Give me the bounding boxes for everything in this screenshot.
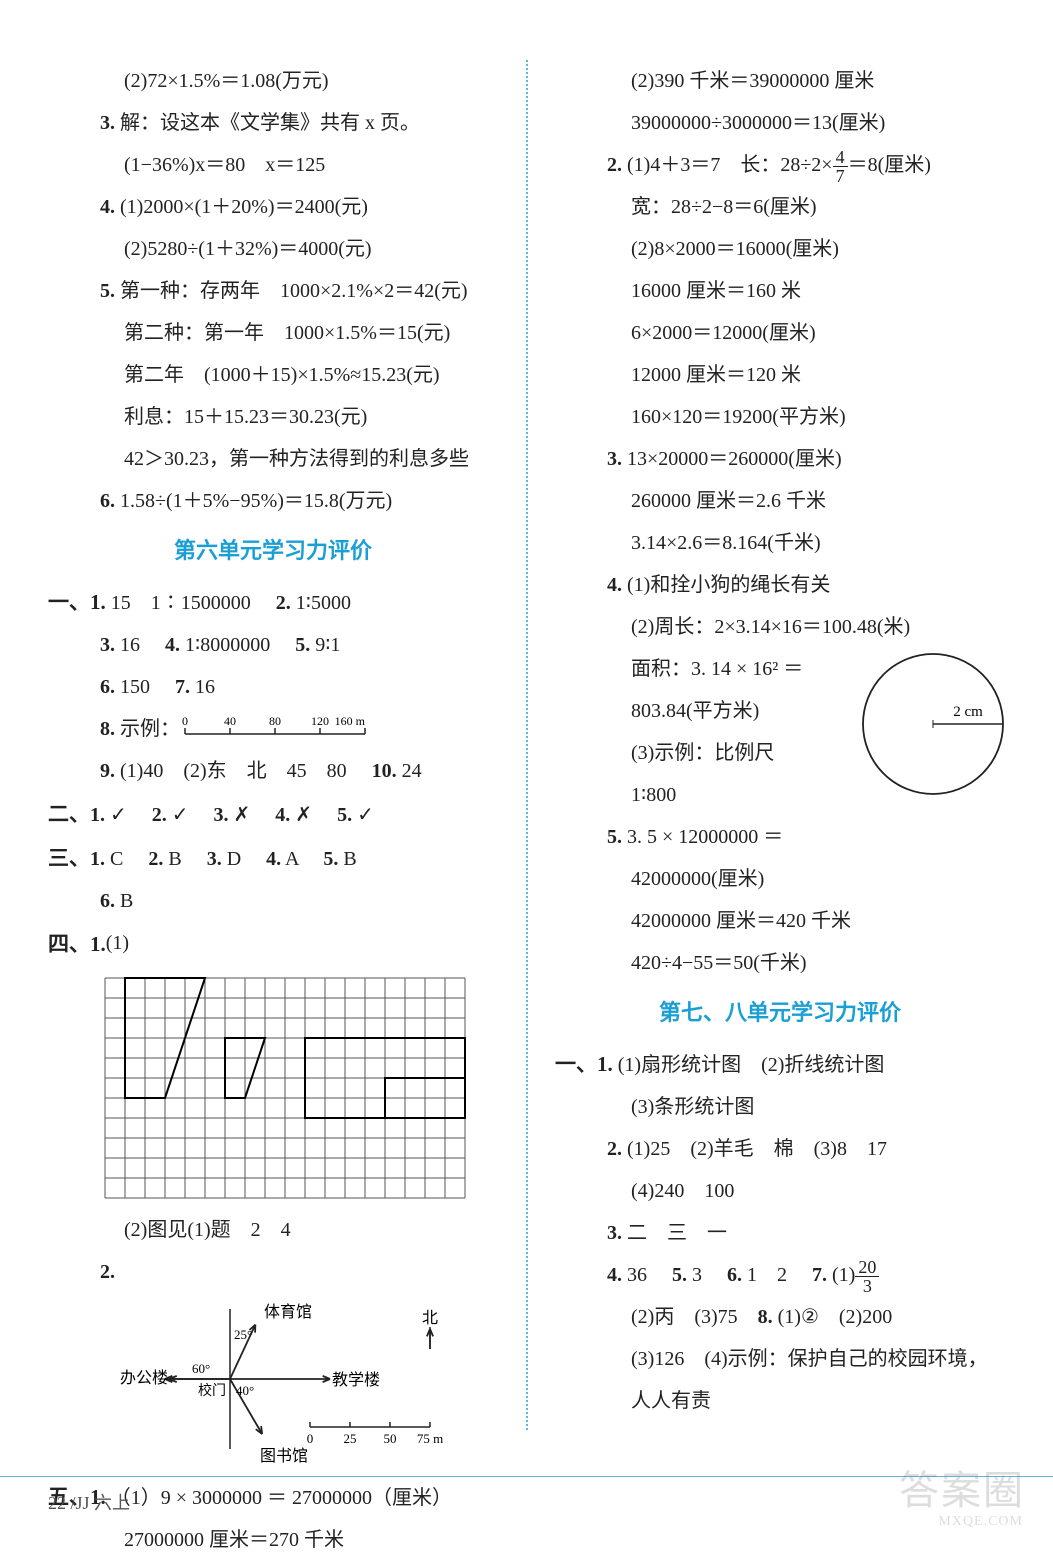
- txt: (2)周长：2×3.14×16＝100.48(米): [555, 606, 1005, 648]
- txt: 420÷4−55＝50(千米): [555, 942, 1005, 984]
- txt: 6. 150 7. 16: [48, 666, 498, 708]
- svg-text:办公楼: 办公楼: [120, 1369, 168, 1387]
- svg-text:120: 120: [311, 716, 329, 728]
- txt: 四、1. (1): [48, 922, 498, 966]
- svg-text:40°: 40°: [236, 1383, 254, 1398]
- svg-text:教学楼: 教学楼: [332, 1371, 380, 1389]
- section-78-title: 第七、八单元学习力评价: [555, 990, 1005, 1036]
- svg-text:60°: 60°: [192, 1361, 210, 1376]
- svg-text:校门: 校门: [198, 1382, 226, 1399]
- txt: 一、1. (1)扇形统计图 (2)折线统计图: [555, 1042, 1005, 1086]
- txt: 12000 厘米＝120 米: [555, 354, 1005, 396]
- watermark-sub: MXQE.COM: [938, 1514, 1023, 1530]
- watermark: 答案圈: [899, 1458, 1025, 1516]
- txt: (2)图见(1)题 2 4: [48, 1209, 498, 1251]
- txt: (1−36%)x＝80 x＝125: [48, 144, 498, 186]
- txt: 3. 二 三 一: [555, 1212, 1005, 1254]
- txt: 利息：15＋15.23＝30.23(元): [48, 396, 498, 438]
- grid-figure: [100, 973, 498, 1203]
- txt: 3. 13×20000＝260000(厘米): [555, 438, 1005, 480]
- txt: 16000 厘米＝160 米: [555, 270, 1005, 312]
- map-figure: 体育馆 25° 办公楼 60° 40° 图书馆 教学楼校门 北 0 25 50 75 m: [100, 1299, 498, 1469]
- txt: 2. (1)25 (2)羊毛 棉 (3)8 17: [555, 1128, 1005, 1170]
- svg-text:80: 80: [269, 716, 281, 728]
- txt: 42＞30.23，第一种方法得到的利息多些: [48, 438, 498, 480]
- section-6-title: 第六单元学习力评价: [48, 528, 498, 574]
- left-column: (2)72×1.5%＝1.08(万元) 3. 解：设这本《文学集》共有 x 页。…: [48, 60, 498, 1390]
- txt: 4. (1)和拴小狗的绳长有关: [555, 564, 1005, 606]
- column-divider: [526, 60, 528, 1430]
- ruler-row: 8. 示例： 04080120160 m: [48, 708, 498, 750]
- txt: 5. 3. 5 × 12000000 ＝: [555, 816, 1005, 858]
- svg-text:图书馆: 图书馆: [260, 1447, 308, 1465]
- txt: 3.14×2.6＝8.164(千米): [555, 522, 1005, 564]
- txt: (2)8×2000＝16000(厘米): [555, 228, 1005, 270]
- txt: (3)126 (4)示例：保护自己的校园环境，: [555, 1338, 1005, 1380]
- ruler-icon: 0 40 80 120 160 m: [180, 716, 390, 742]
- txt: 3. 解：设这本《文学集》共有 x 页。: [48, 102, 498, 144]
- txt: 6×2000＝12000(厘米): [555, 312, 1005, 354]
- txt: 二、1. ✓ 2. ✓ 3. ✗ 4. ✗ 5. ✓: [48, 792, 498, 836]
- txt: (2)72×1.5%＝1.08(万元): [48, 60, 498, 102]
- right-column: (2)390 千米＝39000000 厘米 39000000÷3000000＝1…: [555, 60, 1005, 1390]
- svg-text:2 cm: 2 cm: [953, 704, 983, 720]
- txt: 第二年 (1000＋15)×1.5%≈15.23(元): [48, 354, 498, 396]
- footer-text: 22 /JJ 六上: [48, 1493, 130, 1513]
- txt: 4. 36 5. 3 6. 1 2 7. (1)203: [555, 1254, 1005, 1296]
- txt: 9. (1)40 (2)东 北 45 80 10. 24: [48, 750, 498, 792]
- txt: 人人有责: [555, 1380, 1005, 1422]
- txt: 一、1. 15 1∶1500000 2. 1∶5000: [48, 580, 498, 624]
- txt: 第二种：第一年 1000×1.5%＝15(元): [48, 312, 498, 354]
- txt: 160×120＝19200(平方米): [555, 396, 1005, 438]
- svg-text:160 m: 160 m: [335, 716, 366, 728]
- txt: 4. (1)2000×(1＋20%)＝2400(元): [48, 186, 498, 228]
- svg-text:75 m: 75 m: [417, 1431, 443, 1446]
- svg-text:0: 0: [307, 1431, 314, 1446]
- txt: 39000000÷3000000＝13(厘米): [555, 102, 1005, 144]
- circle-figure: 2 cm: [853, 644, 1013, 804]
- txt: 三、1. C 2. B 3. D 4. A 5. B: [48, 836, 498, 880]
- svg-text:40: 40: [224, 716, 236, 728]
- txt: (2)5280÷(1＋32%)＝4000(元): [48, 228, 498, 270]
- txt: 5. 第一种：存两年 1000×2.1%×2＝42(元): [48, 270, 498, 312]
- svg-text:25: 25: [344, 1431, 357, 1446]
- page-footer: 22 /JJ 六上: [0, 1476, 1053, 1536]
- svg-text:体育馆: 体育馆: [264, 1303, 312, 1321]
- svg-text:0: 0: [182, 716, 188, 728]
- txt: 260000 厘米＝2.6 千米: [555, 480, 1005, 522]
- txt: 42000000(厘米): [555, 858, 1005, 900]
- txt: 42000000 厘米＝420 千米: [555, 900, 1005, 942]
- txt: 2.: [48, 1251, 498, 1293]
- txt: (2)390 千米＝39000000 厘米: [555, 60, 1005, 102]
- txt: 宽：28÷2−8＝6(厘米): [555, 186, 1005, 228]
- txt: 6. 1.58÷(1＋5%−95%)＝15.8(万元): [48, 480, 498, 522]
- txt: (3)条形统计图: [555, 1086, 1005, 1128]
- txt: 6. B: [48, 880, 498, 922]
- txt: 3. 16 4. 1∶8000000 5. 9∶1: [48, 624, 498, 666]
- txt: (2)丙 (3)75 8. (1)② (2)200: [555, 1296, 1005, 1338]
- svg-text:25°: 25°: [234, 1327, 252, 1342]
- svg-text:北: 北: [422, 1309, 438, 1327]
- svg-text:50: 50: [384, 1431, 397, 1446]
- txt: 2. (1)4＋3＝7 长：28÷2×47＝8(厘米): [555, 144, 1005, 186]
- txt: (4)240 100: [555, 1170, 1005, 1212]
